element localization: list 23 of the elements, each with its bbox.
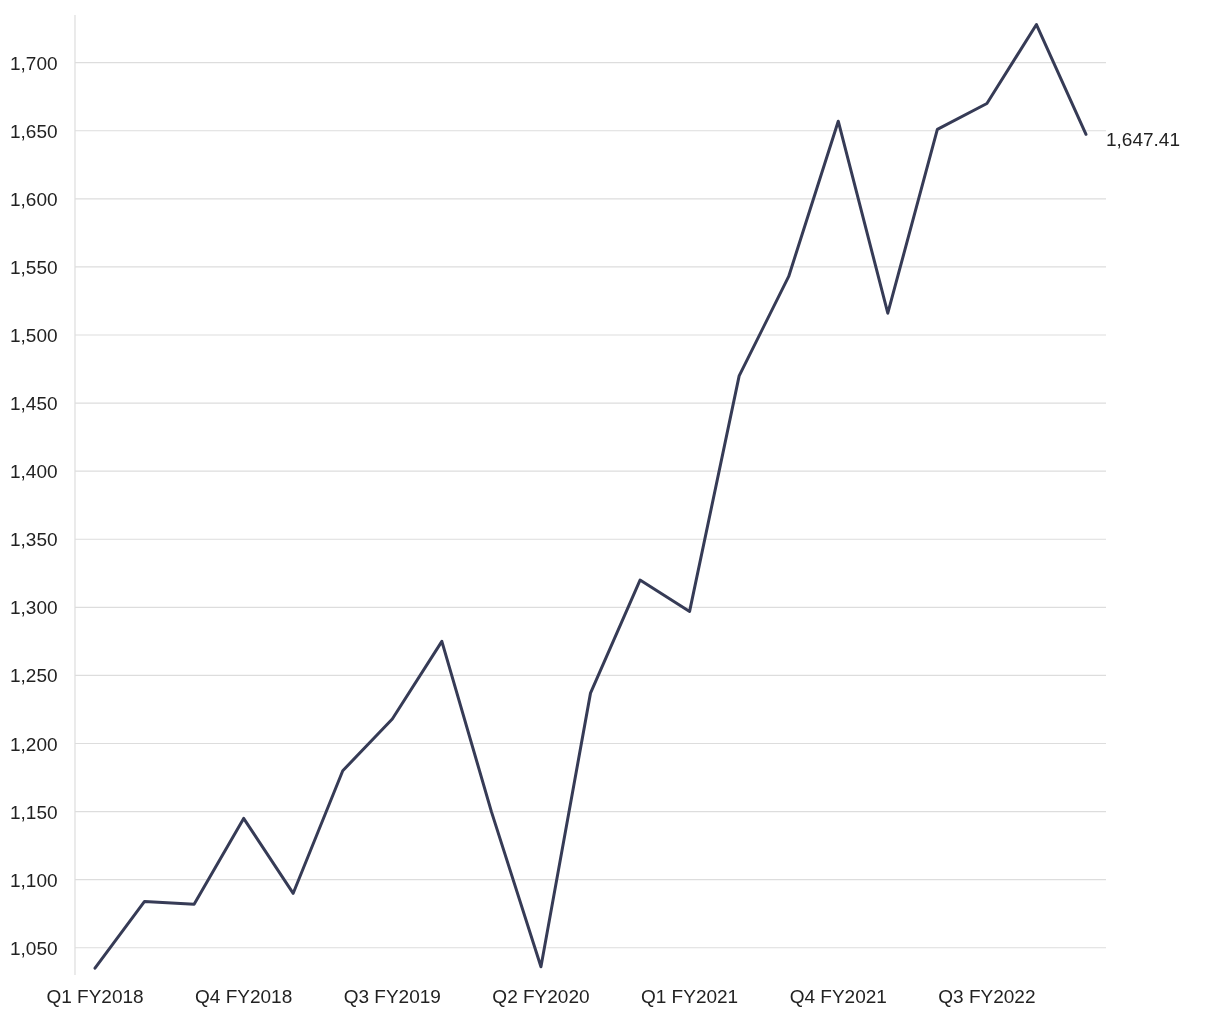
line-series xyxy=(93,23,1088,970)
y-tick-label: 1,200 xyxy=(10,733,58,755)
x-tick-label: Q2 FY2020 xyxy=(492,986,590,1007)
y-tick-label: 1,550 xyxy=(10,256,58,278)
y-tick-label: 1,450 xyxy=(10,393,58,415)
x-tick-label: Q4 FY2021 xyxy=(789,986,887,1007)
x-tick-label: Q1 FY2021 xyxy=(641,986,739,1007)
y-tick-label: 1,650 xyxy=(10,120,58,142)
y-tick-label: 1,700 xyxy=(10,52,58,74)
y-tick-label: 1,500 xyxy=(10,325,58,346)
x-tick-label: Q3 FY2022 xyxy=(938,986,1036,1007)
y-tick-label: 1,150 xyxy=(10,801,58,823)
x-tick-label: Q1 FY2018 xyxy=(46,986,144,1007)
y-tick-label: 1,100 xyxy=(10,869,58,891)
y-tick-label: 1,300 xyxy=(10,597,58,619)
y-tick-label: 1,050 xyxy=(10,937,58,959)
x-tick-label: Q3 FY2019 xyxy=(343,986,441,1007)
y-tick-label: 1,350 xyxy=(10,529,58,551)
y-tick-label: 1,400 xyxy=(10,461,58,483)
y-tick-label: 1,250 xyxy=(10,665,58,687)
y-tick-label: 1,600 xyxy=(10,188,58,210)
data-label: 1,647.41 xyxy=(1106,129,1180,151)
x-tick-label: Q4 FY2018 xyxy=(195,986,293,1007)
